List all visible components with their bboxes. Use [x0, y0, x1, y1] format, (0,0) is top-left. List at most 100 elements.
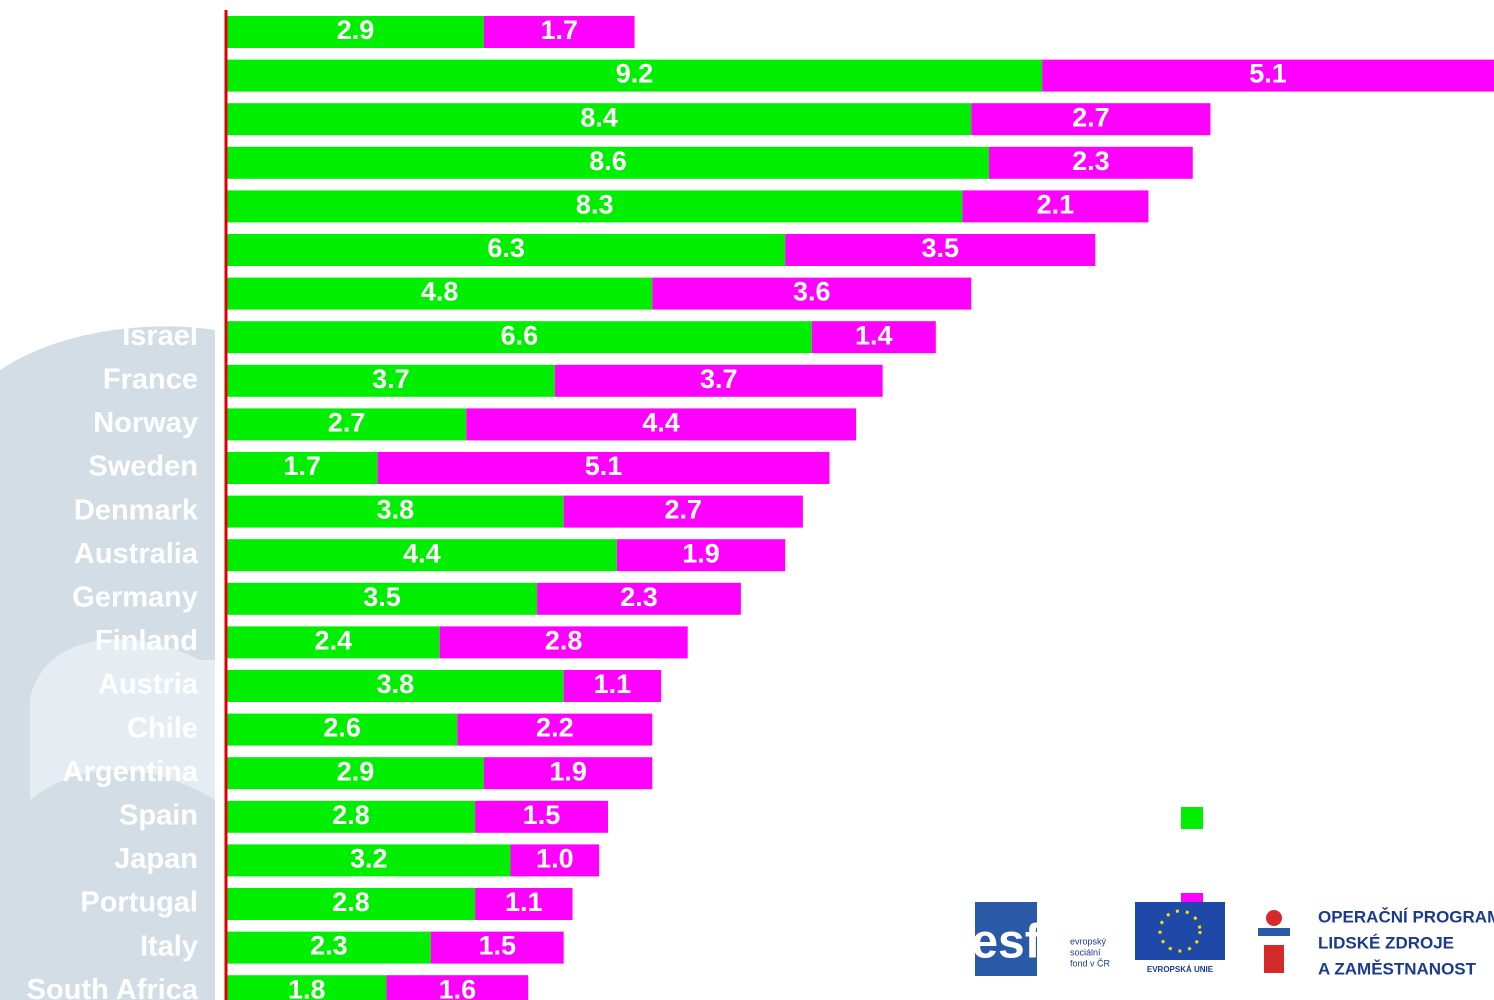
data-label: 2.7 [665, 495, 703, 525]
data-label: 2.6 [323, 713, 361, 743]
bar-segment [962, 190, 1149, 223]
data-label: 4.8 [421, 277, 459, 307]
data-label: 1.1 [594, 669, 632, 699]
data-label: 2.9 [337, 756, 375, 786]
bar-segment [1042, 59, 1494, 92]
data-label: 1.6 [439, 974, 477, 1000]
data-label: 9.2 [616, 59, 654, 89]
data-label: 3.2 [350, 844, 388, 874]
data-label: 1.7 [284, 451, 322, 481]
y-tick-label: Chile [127, 712, 198, 744]
data-label: 2.9 [337, 15, 375, 45]
logos: esf evropský sociální fond v ČR EVROPSKÁ… [971, 900, 1494, 978]
bar-segment [227, 931, 431, 964]
data-label: 3.7 [700, 364, 738, 394]
esf-text: sociální [1070, 947, 1101, 957]
data-label: 2.8 [545, 626, 583, 656]
data-label: 8.4 [580, 102, 618, 132]
data-label: 4.4 [403, 538, 441, 568]
bar-segment [227, 234, 786, 266]
data-label: 2.2 [536, 713, 574, 743]
data-label: 2.8 [332, 800, 370, 830]
bar-segment [227, 495, 564, 528]
bar-segment [227, 626, 440, 659]
bar-segment [430, 931, 564, 964]
bar-segment [475, 888, 573, 920]
bar-segment [475, 800, 608, 833]
bar-segment [227, 59, 1043, 92]
bar-segment [483, 757, 653, 790]
data-label: 2.8 [332, 887, 370, 917]
data-label: 1.1 [505, 887, 543, 917]
bar-segment [227, 539, 617, 572]
bar-segment [227, 452, 378, 484]
data-label: 2.7 [328, 408, 366, 438]
data-label: 8.6 [589, 146, 627, 176]
data-label: 2.1 [1037, 190, 1075, 220]
bar-segment [439, 626, 688, 659]
op-text: LIDSKÉ ZDROJE [1318, 933, 1454, 952]
data-label: 2.3 [1072, 146, 1110, 176]
bar-segment [227, 364, 555, 397]
bar-segment [227, 408, 467, 441]
y-tick-label: Austria [98, 669, 199, 701]
y-tick-label: Israel [122, 320, 198, 352]
esf-text: fond v ČR [1070, 958, 1111, 968]
bar-segment [227, 321, 812, 354]
data-label: 6.3 [487, 233, 525, 263]
op-text: OPERAČNÍ PROGRAM [1318, 907, 1494, 926]
y-tick-label: Finland [95, 625, 198, 657]
y-tick-label: Germany [72, 581, 198, 613]
bar-segment [811, 321, 936, 354]
bar-segment [971, 103, 1211, 136]
bar-segment [227, 844, 511, 877]
decor-shape [30, 639, 215, 800]
bar-segment [652, 277, 972, 310]
bar-segment [227, 146, 989, 179]
data-label: 5.1 [585, 451, 623, 481]
data-label: 2.3 [310, 931, 348, 961]
y-tick-label: Spain [119, 799, 198, 831]
y-tick-label: Sweden [88, 451, 198, 483]
data-label: 1.0 [536, 844, 574, 874]
data-label: 3.5 [363, 582, 401, 612]
y-tick-label: Italy [140, 930, 198, 962]
bar-segment [457, 713, 653, 746]
bar-segment [227, 888, 476, 920]
data-label: 6.6 [501, 320, 539, 350]
esf-mark [975, 902, 1037, 976]
bar-segment [483, 16, 635, 48]
bar-segment [554, 364, 883, 397]
eu-stars [1158, 909, 1202, 953]
bar-segment [227, 975, 387, 1000]
data-label: 2.4 [315, 626, 353, 656]
data-label: 1.9 [549, 756, 587, 786]
bar-segment [988, 146, 1193, 179]
data-label: 1.8 [288, 974, 326, 1000]
bar-segment [227, 713, 458, 746]
bar-segment [466, 408, 857, 441]
bar-segment [227, 16, 484, 48]
data-label: 2.3 [620, 582, 658, 612]
bar-segment [227, 582, 538, 615]
op-mark [1258, 928, 1290, 936]
data-label: 4.4 [642, 408, 680, 438]
data-label: 3.7 [372, 364, 410, 394]
bar-segment [377, 452, 830, 484]
data-label: 2.7 [1072, 102, 1110, 132]
eu-text: EVROPSKÁ UNIE [1147, 965, 1214, 974]
legend-swatch [1181, 807, 1203, 829]
data-label: 1.5 [523, 800, 561, 830]
data-label: 3.8 [377, 495, 415, 525]
data-label: 1.5 [478, 931, 516, 961]
bar-segment [616, 539, 786, 572]
y-tick-label: Argentina [63, 756, 199, 788]
y-tick-label: Norway [93, 407, 198, 439]
y-tick-label: South Africa [27, 974, 199, 1000]
bar-segment [563, 495, 803, 528]
data-label: 1.7 [540, 15, 578, 45]
bar-segment [227, 670, 564, 702]
esf-logo: esf [971, 916, 1041, 969]
op-text: A ZAMĚSTNANOST [1318, 959, 1477, 978]
data-label: 1.4 [855, 320, 893, 350]
